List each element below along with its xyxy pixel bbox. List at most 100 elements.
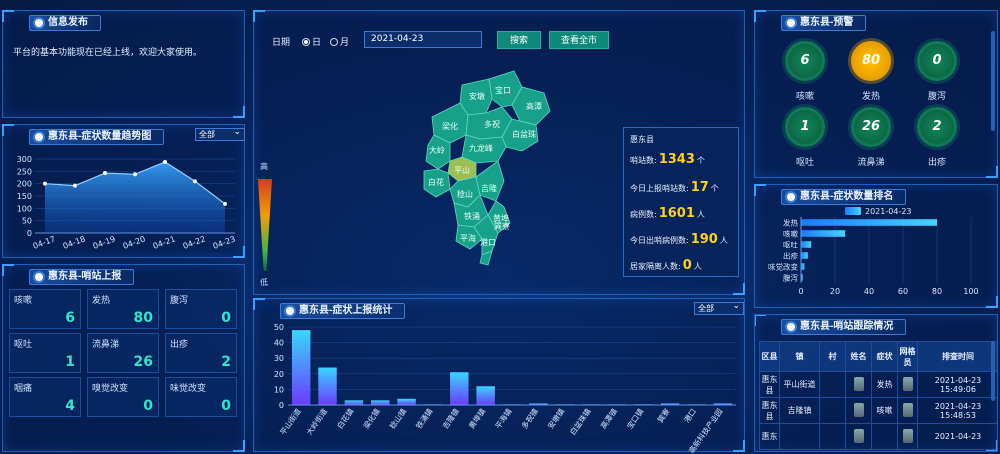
warning-label: 流鼻涕 <box>857 158 885 168</box>
x-tick-label: 平山街道 <box>277 406 303 437</box>
ranking-bar[interactable] <box>801 274 803 281</box>
x-tick-label: 04-21 <box>152 234 177 250</box>
tracking-title-text: 惠东县-哨站跟踪情况 <box>800 321 894 332</box>
x-tick-label: 白花镇 <box>334 406 355 431</box>
summary-reported-label: 今日上报哨站数: <box>630 184 689 193</box>
stats-bar[interactable] <box>397 398 416 405</box>
col-town: 镇 <box>779 341 820 372</box>
stats-bar[interactable] <box>660 403 680 405</box>
summary-outpatient-unit: 人 <box>719 236 728 245</box>
stat-cell: 咽痛 4 <box>9 377 81 417</box>
warning-circle[interactable]: 80 <box>851 41 891 81</box>
x-tick-label: 04-19 <box>92 234 117 250</box>
map-region-jilong[interactable] <box>475 160 505 202</box>
warning-scrollbar[interactable] <box>991 31 995 131</box>
ranking-bar[interactable] <box>801 241 812 248</box>
ranking-title-text: 惠东县-症状数量排名 <box>800 191 894 202</box>
stats-bar[interactable] <box>291 330 311 405</box>
x-tick-label: 安墩镇 <box>545 406 566 431</box>
stat-value: 4 <box>65 398 75 414</box>
y-tick-label: 发热 <box>783 217 798 227</box>
stats-bar[interactable] <box>318 367 337 405</box>
map-label-jilong: 吉隆 <box>481 183 497 193</box>
county-map[interactable]: 宝口 安墩 高潭 梁化 多祝 白盆珠 大岭 九龙峰 平山 白花 稔山 吉隆 铁涌… <box>254 11 746 296</box>
x-tick-label: 多祝镇 <box>519 406 540 431</box>
radio-day-label: 日 <box>312 38 322 48</box>
avatar <box>902 428 913 443</box>
summary-reported-unit: 个 <box>710 184 719 193</box>
warning-circle[interactable]: 2 <box>917 107 957 147</box>
ranking-bar[interactable] <box>801 252 808 259</box>
y-tick-label: 味觉改变 <box>768 261 798 271</box>
stat-label: 出疹 <box>170 340 189 350</box>
trend-filter-select[interactable]: 全部 <box>195 127 245 141</box>
search-button[interactable]: 搜索 <box>497 31 541 49</box>
x-tick-label: 宝口镇 <box>624 406 645 431</box>
date-input-value: 2021-04-23 <box>371 34 424 44</box>
summary-isolation: 居家隔离人数: 0 人 <box>630 258 702 273</box>
warning-circle[interactable]: 26 <box>851 107 891 147</box>
stat-cell: 出疹 2 <box>165 333 237 373</box>
map-label-jiulongfeng: 九龙峰 <box>469 143 493 153</box>
warning-label: 发热 <box>861 92 880 102</box>
stats-panel: 惠东县-症状上报统计 全部 0 10 20 30 40 50 平山街道大岭街道白花镇梁化镇稔… <box>253 298 745 453</box>
tracking-header-row: 区县 镇 村 姓名 症状 网格员 排查时间 <box>759 341 997 372</box>
warning-circle[interactable]: 0 <box>917 41 957 81</box>
stat-value: 80 <box>133 310 153 326</box>
stats-filter-value: 全部 <box>698 304 714 313</box>
title-dot-icon <box>787 193 795 201</box>
ranking-bar[interactable] <box>801 263 805 270</box>
x-tick-label: 黄埠镇 <box>466 406 487 431</box>
stats-bar[interactable] <box>344 400 364 405</box>
summary-outpatient-label: 今日出哨病例数: <box>630 236 689 245</box>
date-input[interactable]: 2021-04-23 <box>364 31 482 48</box>
y-tick-label: 100 <box>17 204 32 213</box>
ranking-bar[interactable] <box>801 219 937 226</box>
x-tick-label: 40 <box>864 287 874 296</box>
table-row[interactable]: 惠东 2021-04-23 <box>759 423 997 450</box>
tracking-panel-title: 惠东县-哨站跟踪情况 <box>781 319 907 335</box>
trend-chart: 0 50 100 150 200 250 300 04-17 04-18 04-19 04-20 04… <box>17 155 237 251</box>
stat-cell: 嗅觉改变 0 <box>87 377 159 417</box>
row-time: 2021-04-23 15:48:53 <box>917 397 997 424</box>
y-tick-label: 200 <box>17 180 32 189</box>
stats-bar[interactable] <box>450 372 469 405</box>
y-tick-label: 50 <box>274 323 284 332</box>
stats-bar[interactable] <box>529 403 548 405</box>
col-village: 村 <box>819 341 846 372</box>
summary-isolation-value: 0 <box>682 258 692 273</box>
stats-bar[interactable] <box>713 403 733 405</box>
ranking-bar[interactable] <box>801 230 846 237</box>
col-symptom: 症状 <box>871 341 898 372</box>
map-region-pinghai[interactable] <box>455 224 483 250</box>
row-symptom: 发热 <box>871 371 898 398</box>
stat-cell: 流鼻涕 26 <box>87 333 159 373</box>
radio-day[interactable]: 日 <box>302 35 321 48</box>
summary-stations-label: 哨站数: <box>630 156 657 165</box>
trend-title-text: 惠东县-症状数量趋势图 <box>48 131 152 142</box>
ranking-panel: 惠东县-症状数量排名 2021-04-23 0 20 40 60 80 100 发热 咳嗽 呕吐出… <box>754 184 998 308</box>
summary-reported: 今日上报哨站数: 17 个 <box>630 180 719 195</box>
table-row[interactable]: 惠东县 吉隆镇 咳嗽 2021-04-23 15:48:53 <box>759 397 997 424</box>
stats-filter-select[interactable]: 全部 <box>694 301 744 315</box>
radio-month[interactable]: 月 <box>330 35 349 48</box>
x-tick-label: 60 <box>898 287 908 296</box>
stats-bar[interactable] <box>371 400 390 405</box>
summary-outpatient-value: 190 <box>690 232 718 247</box>
map-region-baipenzhu[interactable] <box>501 118 539 152</box>
view-all-city-button[interactable]: 查看全市 <box>549 31 609 49</box>
row-grid-staff <box>897 423 918 450</box>
y-tick-label: 0 <box>279 401 284 410</box>
map-region-xunliao[interactable] <box>479 250 493 266</box>
warning-circle[interactable]: 1 <box>785 107 825 147</box>
table-row[interactable]: 惠东县 平山街道 发热 2021-04-23 15:49:06 <box>759 371 997 398</box>
avatar <box>853 402 864 417</box>
warning-circle[interactable]: 6 <box>785 41 825 81</box>
tracking-scrollbar[interactable] <box>991 341 995 401</box>
x-tick-label: 04-20 <box>122 234 147 250</box>
y-tick-label: 咳嗽 <box>783 228 798 238</box>
tracking-panel: 惠东县-哨站跟踪情况 区县 镇 村 姓名 症状 网格员 排查时间 惠东县 平山街… <box>754 314 998 452</box>
row-county: 惠东 <box>759 423 780 450</box>
stats-bar[interactable] <box>476 386 495 405</box>
